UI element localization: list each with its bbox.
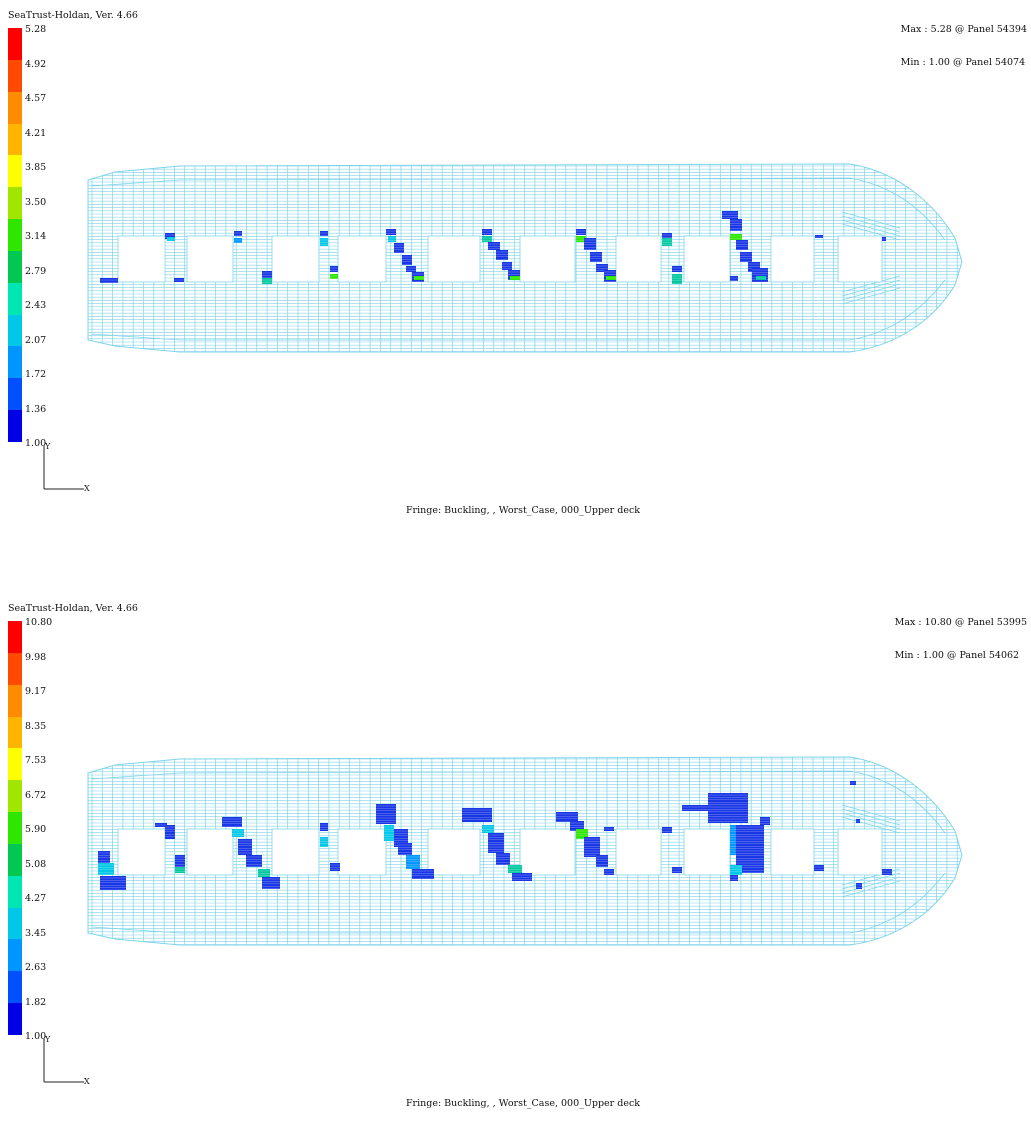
legend-label: 8.35 — [25, 720, 47, 732]
legend-swatch — [8, 282, 22, 316]
min-value: Min : 1.00 @ Panel 54062 — [894, 650, 1020, 661]
legend-swatch — [8, 59, 22, 93]
y-axis-label: Y — [45, 1035, 51, 1044]
legend-label: 2.07 — [25, 334, 47, 346]
legend-swatch — [8, 939, 22, 972]
legend-label: 4.57 — [25, 93, 47, 104]
x-axis-label: X — [84, 484, 90, 493]
legend-label: 3.14 — [25, 231, 47, 242]
legend-swatch — [8, 843, 22, 877]
max-value: Max : 10.80 @ Panel 53995 — [894, 617, 1027, 628]
axis-triad — [43, 446, 84, 490]
fringe-caption: Fringe: Buckling, , Worst_Case, 000_Uppe… — [405, 505, 641, 516]
legend-swatch — [8, 780, 22, 813]
legend-label: 4.21 — [25, 127, 47, 139]
legend-swatch — [8, 875, 22, 909]
app-title: SeaTrust-Holdan, Ver. 4.66 — [8, 603, 138, 614]
legend-swatch — [8, 378, 22, 411]
max-min-readout: Max : 5.28 @ Panel 54394 Min : 1.00 @ Pa… — [901, 2, 1027, 90]
legend-label: 1.72 — [25, 369, 47, 380]
legend-label: 1.00 — [25, 438, 47, 449]
legend-label: 2.63 — [25, 962, 47, 973]
legend-swatch — [8, 971, 22, 1004]
deck-mesh-plot — [87, 756, 963, 946]
legend-label: 3.45 — [25, 927, 47, 939]
legend-label: 6.72 — [25, 789, 47, 801]
legend-swatch — [8, 219, 22, 252]
legend-label: 5.28 — [25, 24, 47, 35]
legend-swatch — [8, 91, 22, 125]
legend-label: 2.79 — [25, 265, 47, 277]
legend-swatch — [8, 907, 22, 940]
legend-label: 2.43 — [25, 300, 47, 311]
legend-swatch — [8, 652, 22, 686]
legend-swatch — [8, 1003, 22, 1036]
legend-swatch — [8, 346, 22, 379]
legend-swatch — [8, 410, 22, 443]
legend-label: 5.08 — [25, 858, 47, 870]
legend-label: 1.36 — [25, 403, 47, 415]
min-value: Min : 1.00 @ Panel 54074 — [900, 57, 1026, 68]
legend-swatch — [8, 250, 22, 284]
legend-label: 5.90 — [25, 824, 47, 835]
color-legend — [8, 28, 22, 443]
fringe-view-2: SeaTrust-Holdan, Ver. 4.66 Max : 10.80 @… — [0, 593, 1031, 1148]
max-min-readout: Max : 10.80 @ Panel 53995 Min : 1.00 @ P… — [895, 595, 1027, 683]
legend-swatch — [8, 716, 22, 749]
legend-label: 7.53 — [25, 755, 47, 766]
max-value: Max : 5.28 @ Panel 54394 — [900, 24, 1027, 35]
legend-swatch — [8, 684, 22, 718]
legend-swatch — [8, 28, 22, 61]
legend-label: 9.98 — [25, 651, 47, 663]
y-axis-label: Y — [45, 442, 51, 451]
legend-swatch — [8, 123, 22, 156]
legend-swatch — [8, 314, 22, 347]
fringe-caption: Fringe: Buckling, , Worst_Case, 000_Uppe… — [405, 1098, 641, 1109]
legend-label: 1.82 — [25, 996, 47, 1008]
deck-mesh-plot — [87, 163, 963, 353]
axis-triad — [43, 1039, 84, 1083]
color-legend — [8, 621, 22, 1036]
legend-swatch — [8, 621, 22, 654]
legend-label: 10.80 — [25, 617, 53, 628]
legend-label: 1.00 — [25, 1031, 47, 1042]
fringe-view-1: SeaTrust-Holdan, Ver. 4.66 Max : 5.28 @ … — [0, 0, 1031, 555]
legend-label: 9.17 — [25, 686, 47, 697]
legend-label: 4.27 — [25, 893, 47, 904]
x-axis-label: X — [84, 1077, 90, 1086]
legend-label: 3.85 — [25, 162, 47, 173]
app-title: SeaTrust-Holdan, Ver. 4.66 — [8, 10, 138, 21]
legend-label: 3.50 — [25, 196, 47, 208]
legend-swatch — [8, 187, 22, 220]
legend-swatch — [8, 748, 22, 781]
legend-swatch — [8, 812, 22, 845]
legend-label: 4.92 — [25, 58, 47, 70]
legend-swatch — [8, 155, 22, 188]
